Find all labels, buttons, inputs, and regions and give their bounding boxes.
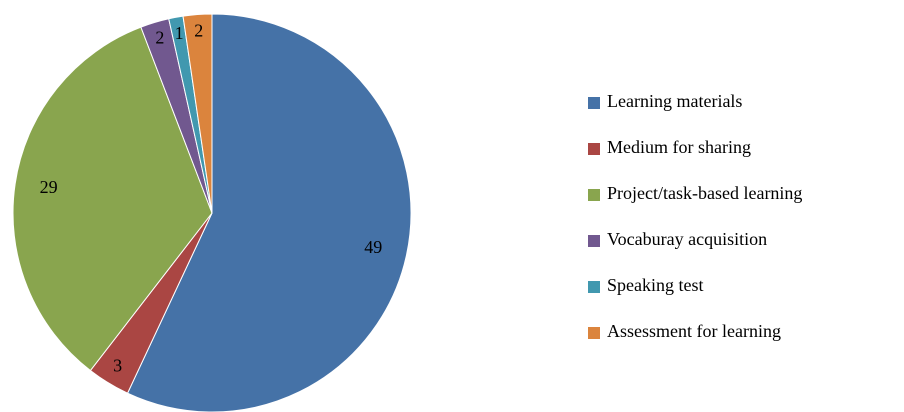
legend-swatch bbox=[588, 143, 600, 155]
legend-swatch bbox=[588, 235, 600, 247]
legend-label: Speaking test bbox=[607, 275, 704, 295]
pie-slice bbox=[12, 26, 213, 372]
data-label: 2 bbox=[155, 28, 164, 48]
legend-swatch bbox=[588, 281, 600, 293]
pie-slice bbox=[182, 13, 213, 214]
data-label: 3 bbox=[113, 356, 122, 376]
legend-label: Vocaburay acquisition bbox=[607, 229, 767, 249]
legend-label: Project/task-based learning bbox=[607, 183, 802, 203]
legend-swatch bbox=[588, 189, 600, 201]
legend-label: Learning materials bbox=[607, 91, 742, 111]
legend-swatch bbox=[588, 327, 600, 339]
legend-label: Medium for sharing bbox=[607, 137, 751, 157]
legend-label: Assessment for learning bbox=[607, 321, 781, 341]
data-label: 49 bbox=[364, 237, 382, 257]
pie-slice bbox=[126, 13, 412, 412]
data-label: 29 bbox=[40, 177, 58, 197]
legend-swatch bbox=[588, 97, 600, 109]
data-label: 2 bbox=[194, 21, 203, 41]
data-label: 1 bbox=[175, 23, 184, 43]
